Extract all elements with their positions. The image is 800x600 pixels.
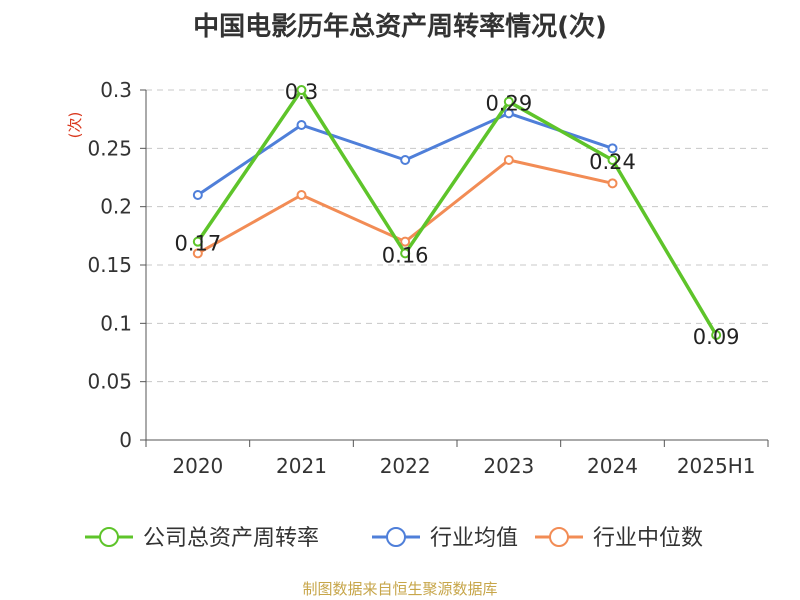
data-point [296, 190, 307, 200]
y-tick-label: 0.15 [87, 253, 132, 277]
y-tick-label: 0 [119, 428, 132, 452]
data-label: 0.24 [589, 150, 636, 174]
y-tick-label: 0.3 [100, 78, 132, 102]
chart-title: 中国电影历年总资产周转率情况(次) [193, 12, 607, 42]
data-label: 0.16 [382, 243, 429, 267]
legend-swatch-marker [549, 527, 569, 547]
data-point [503, 108, 514, 119]
y-axis-label: (次) [66, 112, 84, 139]
legend-swatch-marker [99, 527, 119, 547]
x-tick-label: 2021 [276, 454, 327, 478]
data-point [607, 155, 618, 165]
y-tick-label: 0.25 [87, 136, 132, 160]
data-point [503, 155, 514, 165]
data-point [296, 120, 307, 130]
data-point [192, 248, 203, 259]
data-point [711, 330, 722, 340]
source-note: 制图数据来自恒生聚源数据库 [302, 580, 498, 598]
data-label: 0.09 [693, 325, 740, 349]
legend-swatch-marker [386, 527, 406, 547]
x-tick-label: 2022 [380, 454, 431, 478]
x-tick-label: 2025H1 [677, 454, 756, 478]
data-point [400, 248, 411, 259]
data-point [296, 85, 307, 95]
data-label: 0.29 [485, 92, 532, 116]
data-label: 0.17 [174, 232, 221, 256]
data-label: 0.3 [285, 80, 318, 104]
legend-item: 行业均值 [430, 526, 518, 551]
y-tick-label: 0.2 [100, 195, 132, 219]
x-tick-label: 2024 [587, 454, 638, 478]
x-tick-label: 2020 [172, 454, 223, 478]
x-tick-label: 2023 [483, 454, 534, 478]
data-point [400, 155, 411, 165]
data-point [503, 96, 514, 107]
data-point [192, 190, 203, 200]
series-line-0 [196, 88, 718, 336]
y-tick-label: 0.1 [100, 311, 132, 335]
legend-item: 行业中位数 [593, 526, 703, 551]
data-point [400, 236, 411, 247]
data-point [607, 178, 618, 189]
legend-item: 公司总资产周转率 [143, 526, 319, 551]
data-point [607, 143, 618, 154]
data-point [192, 236, 203, 247]
y-tick-label: 0.05 [87, 370, 132, 394]
